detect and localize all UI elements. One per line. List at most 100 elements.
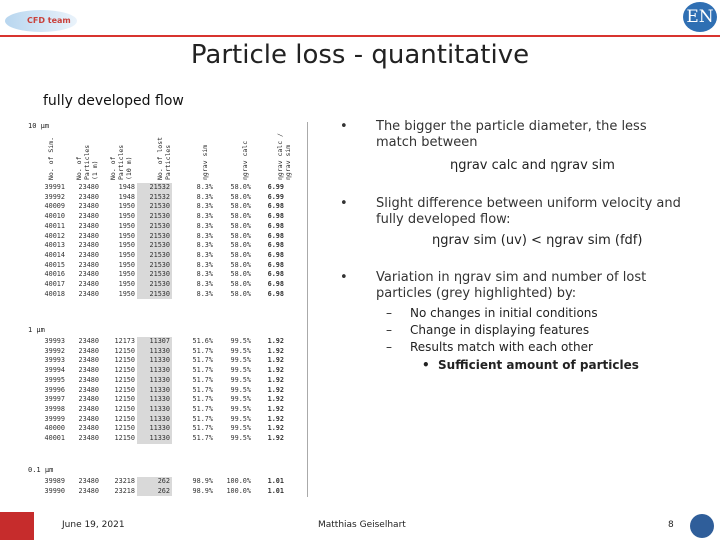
table-cell: 11330 <box>137 395 172 405</box>
table-cell: 12150 <box>114 404 135 413</box>
table-cell: 39991 <box>44 183 65 191</box>
table-cell: 8.3% <box>196 260 213 269</box>
divider-line <box>307 122 308 497</box>
table-cell: 23480 <box>78 192 99 201</box>
table-cell: 23480 <box>78 366 99 375</box>
table-cell: 51.7% <box>192 375 213 384</box>
footer-accent <box>0 512 34 540</box>
table-cell: 12150 <box>114 375 135 384</box>
sub-item-3-text: Results match with each other <box>410 340 593 354</box>
en-logo: EN <box>683 2 717 32</box>
table-cell: 6.98 <box>267 289 284 298</box>
table-cell: 23480 <box>78 221 99 230</box>
page-number: 8 <box>668 520 674 530</box>
table-row: 40009 23480 1950 21530 8.3% 58.0% 6.98 <box>33 202 286 213</box>
table-row: 40010 23480 1950 21530 8.3% 58.0% 6.98 <box>33 212 286 222</box>
table-cell: 6.98 <box>267 241 284 250</box>
bullet-2-formula: ηgrav sim (uv) < ηgrav sim (fdf) <box>432 233 642 248</box>
table-cell: 23480 <box>78 375 99 384</box>
table-cell: 99.5% <box>230 366 251 375</box>
table-cell: 23480 <box>78 477 99 485</box>
table-cell: 6.98 <box>267 202 284 211</box>
table-cell: 21530 <box>137 280 172 290</box>
table-cell: 11330 <box>137 404 172 415</box>
table-cell: 6.98 <box>267 212 284 221</box>
table-cell: 39998 <box>44 404 65 413</box>
table-cell: 12150 <box>114 356 135 365</box>
table-cell: 39996 <box>44 385 65 394</box>
table-cell: 11330 <box>137 414 172 425</box>
table-cell: 11307 <box>137 337 172 347</box>
slide-subtitle: fully developed flow <box>43 93 184 109</box>
section-label-01um: 0.1 μm <box>28 466 54 474</box>
table-cell: 39992 <box>44 192 65 201</box>
table-cell: 40014 <box>44 250 65 259</box>
table-cell: 39993 <box>44 337 65 345</box>
bullet-3-text-b: and number of lost particles (grey highl… <box>376 270 647 301</box>
table-cell: 40018 <box>44 289 65 298</box>
table-cell: 99.5% <box>230 424 251 433</box>
table-cell: 8.3% <box>196 289 213 298</box>
section-label-1um: 1 μm <box>28 326 45 334</box>
table-cell: 1950 <box>118 202 135 211</box>
table-row: 40013 23480 1950 21530 8.3% 58.0% 6.98 <box>33 241 286 251</box>
table-row: 40012 23480 1950 21530 8.3% 58.0% 6.98 <box>33 231 286 242</box>
table-row: 39998 23480 12150 11330 51.7% 99.5% 1.92 <box>33 404 286 415</box>
table-cell: 39995 <box>44 375 65 384</box>
table-cell: 6.98 <box>267 231 284 240</box>
table-cell: 58.0% <box>230 289 251 298</box>
table-cell: 1950 <box>118 280 135 289</box>
table-cell: 100.0% <box>226 486 251 495</box>
table-cell: 58.0% <box>230 260 251 269</box>
table-cell: 23480 <box>78 260 99 269</box>
eta-sim-uv: ηgrav sim (uv) <box>432 233 527 248</box>
table-cell: 6.98 <box>267 221 284 230</box>
table-row: 40011 23480 1950 21530 8.3% 58.0% 6.98 <box>33 221 286 232</box>
table-cell: 1948 <box>118 183 135 191</box>
table-cell: 12150 <box>114 385 135 394</box>
col-header-particles-1m: No. of Particles (1 m) <box>75 144 99 180</box>
bullet-3-text: Variation in ηgrav sim and number of los… <box>376 270 686 302</box>
table-cell: 51.7% <box>192 434 213 443</box>
table-cell: 21530 <box>137 212 172 222</box>
table-row: 39993 23480 12173 11307 51.6% 99.5% 1.92 <box>33 337 286 347</box>
footer-date: June 19, 2021 <box>62 520 125 530</box>
table-cell: 99.5% <box>230 337 251 345</box>
table-cell: 40016 <box>44 270 65 279</box>
table-cell: 39997 <box>44 395 65 404</box>
table-cell: 12150 <box>114 395 135 404</box>
table-row: 39989 23480 23218 262 98.9% 100.0% 1.01 <box>33 477 286 487</box>
bullet-1-formula: ηgrav calc and ηgrav sim <box>450 158 615 173</box>
table-cell: 1.92 <box>267 337 284 345</box>
table-cell: 21530 <box>137 289 172 300</box>
table-cell: 23480 <box>78 270 99 279</box>
table-row: 40016 23480 1950 21530 8.3% 58.0% 6.98 <box>33 270 286 281</box>
table-cell: 23480 <box>78 385 99 394</box>
table-cell: 11330 <box>137 375 172 386</box>
sub-sub-item-text: Sufficient amount of particles <box>438 358 639 372</box>
table-cell: 23480 <box>78 202 99 211</box>
table-cell: 23480 <box>78 434 99 443</box>
results-table-1um: 39993 23480 12173 11307 51.6% 99.5% 1.92 39992 2… <box>33 337 286 444</box>
table-cell: 23480 <box>78 231 99 240</box>
table-cell: 51.7% <box>192 366 213 375</box>
eta-sim: ηgrav sim <box>550 158 615 173</box>
table-cell: 99.5% <box>230 356 251 365</box>
table-cell: 23480 <box>78 289 99 298</box>
table-cell: 58.0% <box>230 270 251 279</box>
table-cell: 23218 <box>114 486 135 495</box>
table-cell: 58.0% <box>230 241 251 250</box>
table-cell: 40015 <box>44 260 65 269</box>
table-cell: 40001 <box>44 434 65 443</box>
institution-logo <box>690 514 714 538</box>
table-cell: 1.92 <box>267 375 284 384</box>
table-row: 40014 23480 1950 21530 8.3% 58.0% 6.98 <box>33 250 286 261</box>
table-cell: 6.99 <box>267 183 284 191</box>
table-cell: 23480 <box>78 183 99 191</box>
table-cell: 98.9% <box>192 477 213 485</box>
table-cell: 6.99 <box>267 192 284 201</box>
table-row: 40015 23480 1950 21530 8.3% 58.0% 6.98 <box>33 260 286 271</box>
table-cell: 99.5% <box>230 414 251 423</box>
table-cell: 1950 <box>118 221 135 230</box>
section-label-10um: 10 μm <box>28 122 50 130</box>
